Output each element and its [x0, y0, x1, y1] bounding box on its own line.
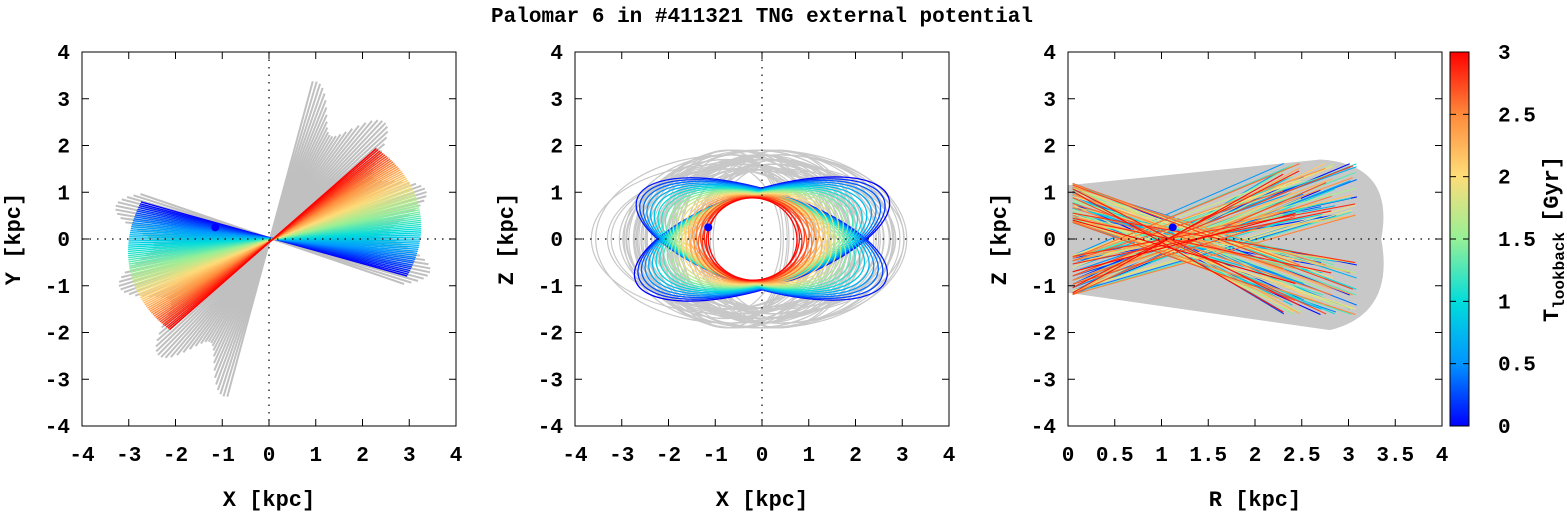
colorbar-label-main: T	[1540, 309, 1565, 322]
orbit-segment	[1072, 173, 1284, 313]
y-tick-label: 3	[57, 90, 70, 113]
y-tick-label: 2	[1043, 137, 1056, 160]
x-tick-label: 4	[450, 445, 463, 468]
y-tick-label: 0	[1043, 230, 1056, 253]
envelope-loop	[645, 158, 885, 320]
y-tick-label: 4	[57, 43, 70, 66]
colorbar-label-sub: lookback	[1551, 232, 1567, 309]
x-tick-label: 3	[896, 445, 909, 468]
x-tick-label: 2	[356, 445, 369, 468]
colorbar-tick-label: 0	[1498, 417, 1511, 440]
x-tick-label: -4	[69, 445, 94, 468]
x-tick-label: -3	[116, 445, 141, 468]
x-tick-label: 3.5	[1376, 445, 1414, 468]
colorbar-tick-label: 1	[1498, 292, 1511, 315]
plot-area	[590, 149, 908, 329]
x-axis-label: X [kpc]	[223, 488, 315, 513]
x-tick-label: 1	[1155, 445, 1168, 468]
y-tick-label: -4	[538, 417, 563, 440]
plot-area	[115, 81, 431, 397]
y-tick-label: 2	[57, 137, 70, 160]
x-tick-label: 3	[1342, 445, 1355, 468]
x-tick-label: -1	[703, 445, 728, 468]
y-tick-label: 0	[550, 230, 563, 253]
x-tick-label: 0	[1062, 445, 1075, 468]
x-tick-label: 1.5	[1189, 445, 1227, 468]
x-tick-label: 0	[756, 445, 769, 468]
panel-xy: -4 -3 -2 -1 0 1 2 3 4 -4 -3 -2 -1 0 1 2 3 4 X [kpc] Y [kpc]	[2, 43, 462, 513]
orbit-segment	[1072, 212, 1296, 285]
colorbar-tick-label: 2.5	[1498, 105, 1536, 128]
y-tick-label: -4	[45, 417, 70, 440]
y-tick-label: -1	[1031, 277, 1056, 300]
x-tick-label: 4	[943, 445, 956, 468]
y-tick-label: -2	[1031, 324, 1056, 347]
colorbar-tick-label: 3	[1498, 43, 1511, 66]
y-tick-label: 4	[550, 43, 563, 66]
x-tick-label: 2.5	[1283, 445, 1321, 468]
colorbar-tick-label: 0.5	[1498, 355, 1536, 378]
x-tick-label: 0.5	[1096, 445, 1134, 468]
x-tick-label: -2	[163, 445, 188, 468]
y-tick-label: -2	[45, 324, 70, 347]
y-tick-label: -2	[538, 324, 563, 347]
y-tick-label: 1	[1043, 183, 1056, 206]
x-axis-label: X [kpc]	[716, 488, 808, 513]
current-position-marker	[1168, 223, 1177, 232]
y-axis-label: Z [kpc]	[988, 193, 1013, 285]
x-tick-label: -1	[210, 445, 235, 468]
y-tick-label: 1	[57, 183, 70, 206]
orbit-segment	[169, 147, 377, 331]
y-tick-label: 2	[550, 137, 563, 160]
y-tick-label: -4	[1031, 417, 1056, 440]
orbit-segment	[1072, 190, 1284, 270]
panel-xz: -4 -3 -2 -1 0 1 2 3 4 -4 -3 -2 -1 0 1 2 3 4 X [kpc] Z [kpc]	[495, 43, 955, 513]
y-tick-label: 1	[550, 183, 563, 206]
orbit-segment	[1072, 163, 1300, 266]
chart-title: Palomar 6 in #411321 TNG external potent…	[491, 6, 1033, 29]
y-axis-label: Y [kpc]	[2, 193, 27, 285]
x-tick-label: 4	[1436, 445, 1449, 468]
x-tick-label: 0	[263, 445, 276, 468]
x-tick-label: -3	[609, 445, 634, 468]
y-tick-label: -1	[538, 277, 563, 300]
x-axis-label: R [kpc]	[1209, 488, 1301, 513]
envelope-loop	[653, 154, 908, 324]
orbit-segment	[1072, 215, 1296, 301]
y-tick-label: -3	[45, 370, 70, 393]
orbit-loop	[707, 197, 798, 281]
colorbar-tick-label: 1.5	[1498, 230, 1536, 253]
y-tick-label: 4	[1043, 43, 1056, 66]
x-tick-label: 3	[403, 445, 416, 468]
colorbar-label-unit: [Gyr]	[1540, 156, 1565, 222]
orbit-segment	[1072, 203, 1356, 264]
envelope-loop	[636, 149, 905, 329]
y-tick-label: -3	[1031, 370, 1056, 393]
colorbar-label: Tlookback [Gyr]	[1540, 156, 1567, 322]
y-tick-label: -3	[538, 370, 563, 393]
colorbar-tick-label: 2	[1498, 168, 1511, 191]
current-position-marker	[211, 223, 220, 232]
y-axis-label: Z [kpc]	[495, 193, 520, 285]
x-tick-label: 1	[802, 445, 815, 468]
y-tick-label: 0	[57, 230, 70, 253]
svg-text:Tlookback[Gyr]: Tlookback [Gyr]	[1540, 156, 1567, 322]
y-tick-label: 3	[1043, 90, 1056, 113]
y-tick-label: 3	[550, 90, 563, 113]
y-tick-label: -1	[45, 277, 70, 300]
colorbar: 0 0.5 1 1.5 2 2.5 3 Tlookback [Gyr]	[1449, 43, 1567, 440]
plot-area	[1068, 159, 1384, 331]
panel-rz: 0 0.5 1 1.5 2 2.5 3 3.5 4 -4 -3 -2 -1 0 1 2 3 4 R [kpc] Z […	[988, 43, 1448, 513]
x-tick-label: 2	[849, 445, 862, 468]
x-tick-label: 1	[309, 445, 322, 468]
x-tick-label: 2	[1249, 445, 1262, 468]
x-tick-label: -2	[656, 445, 681, 468]
x-tick-label: -4	[562, 445, 587, 468]
current-position-marker	[704, 223, 713, 232]
